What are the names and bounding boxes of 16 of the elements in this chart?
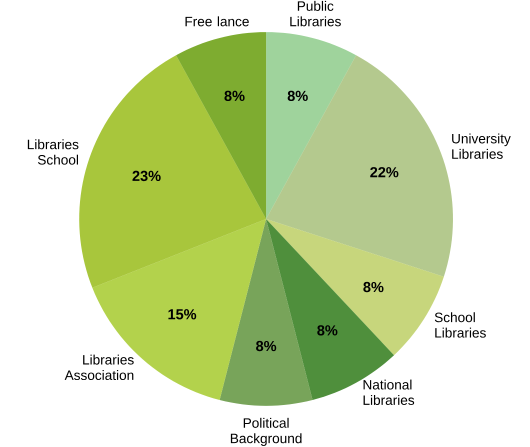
data-label: 8% (256, 340, 276, 352)
data-label: 8% (363, 282, 384, 292)
slice-label: National Libraries (364, 380, 414, 406)
data-label: 22% (370, 167, 398, 178)
data-label: 8% (288, 90, 308, 102)
data-label: 8% (224, 90, 245, 102)
data-label: 23% (132, 170, 161, 182)
slice-label: Libraries School (28, 139, 78, 165)
data-label: 15% (168, 309, 196, 320)
data-label: 8% (317, 325, 338, 336)
slice-label: University Libraries (452, 134, 511, 159)
slice-label: Political Background (230, 418, 302, 446)
slice-label: School Libraries (434, 312, 486, 338)
slice-label: Free lance (186, 16, 249, 26)
slice-label: Public Libraries (290, 0, 341, 26)
slice-label: Libraries Association (64, 354, 134, 380)
